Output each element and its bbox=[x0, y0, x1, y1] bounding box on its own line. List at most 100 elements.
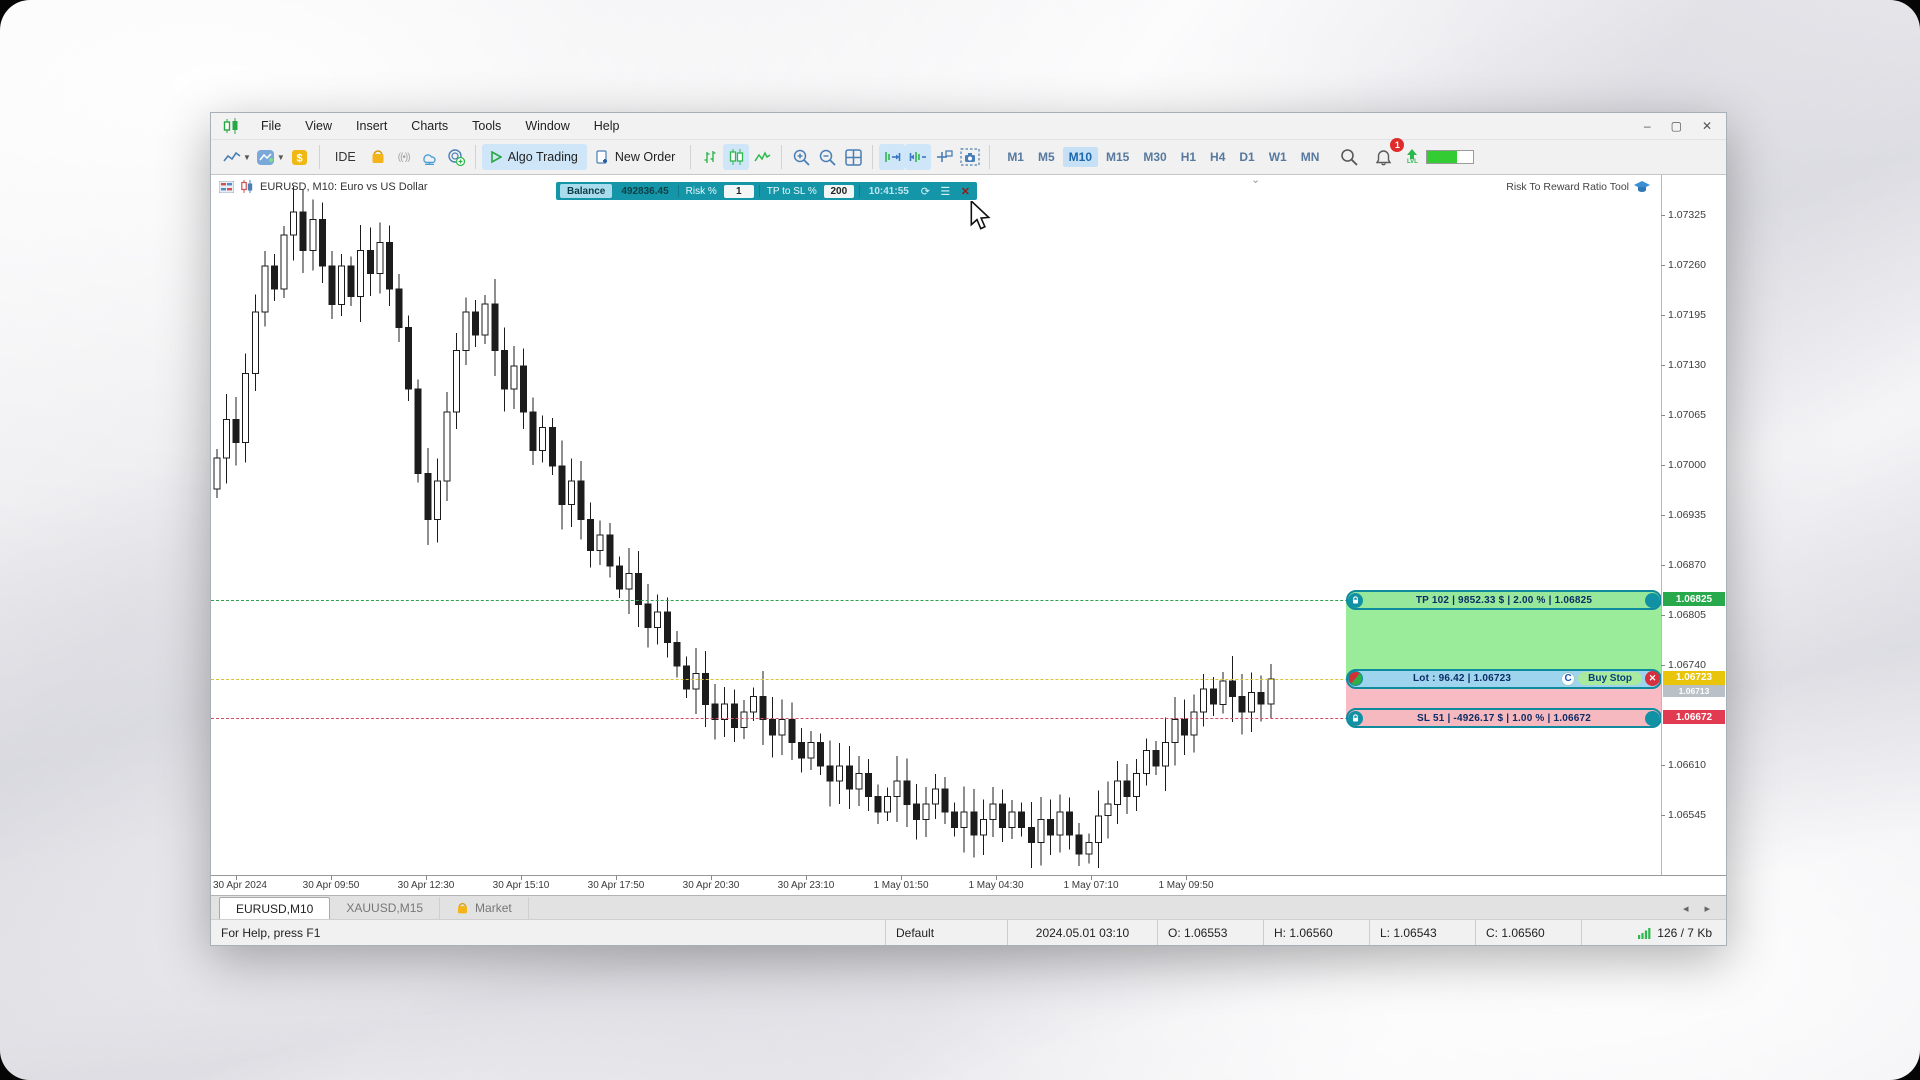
tp-label: TP 102 | 9852.33 $ | 2.00 % | 1.06825 bbox=[1415, 594, 1593, 606]
menu-item-tools[interactable]: Tools bbox=[472, 119, 502, 133]
tab-eurusd-m10[interactable]: EURUSD,M10 bbox=[219, 897, 331, 919]
timeframe-m10[interactable]: M10 bbox=[1062, 147, 1098, 167]
chart-type-icon[interactable] bbox=[219, 144, 245, 170]
candlestick-plot[interactable] bbox=[211, 175, 1663, 875]
line-mode-icon[interactable] bbox=[749, 144, 775, 170]
zoom-in-icon[interactable] bbox=[788, 144, 814, 170]
chevron-down-icon[interactable]: ▼ bbox=[276, 152, 285, 162]
tab-scroll-left-icon[interactable]: ◂ bbox=[1682, 903, 1689, 915]
status-profile[interactable]: Default bbox=[886, 920, 1008, 945]
menu-item-charts[interactable]: Charts bbox=[411, 119, 449, 133]
lock-icon[interactable] bbox=[1348, 710, 1363, 726]
price-tick: 1.07325 bbox=[1661, 209, 1726, 221]
collapse-chevron-icon[interactable]: ⌄ bbox=[1251, 175, 1261, 186]
auto-scroll-icon[interactable] bbox=[879, 144, 906, 170]
timeframe-h4[interactable]: H4 bbox=[1210, 150, 1226, 164]
tp-bar[interactable]: TP 102 | 9852.33 $ | 2.00 % | 1.06825 bbox=[1346, 590, 1662, 611]
minimize-button[interactable]: – bbox=[1643, 119, 1651, 133]
status-help: For Help, press F1 bbox=[211, 920, 886, 945]
time-tick bbox=[996, 876, 997, 880]
chart-body[interactable]: TP 102 | 9852.33 $ | 2.00 % | 1.06825 Lo… bbox=[211, 175, 1726, 875]
lot-bar[interactable]: Lot : 96.42 | 1.06723 C Buy Stop ✕ bbox=[1346, 668, 1662, 689]
tab-scroll-right-icon[interactable]: ▸ bbox=[1704, 903, 1710, 915]
chevron-down-icon[interactable]: ▼ bbox=[243, 152, 251, 162]
lot-label: Lot : 96.42 | 1.06723 bbox=[1412, 673, 1512, 685]
time-label: 30 Apr 12:30 bbox=[397, 880, 455, 891]
menu-hamburger-icon[interactable]: ☰ bbox=[940, 185, 951, 198]
time-label: 1 May 04:30 bbox=[968, 880, 1024, 891]
candles-mode-icon[interactable] bbox=[723, 144, 750, 170]
timeframe-group: M1 M5 M10 M15 M30 H1 H4 D1 W1 MN bbox=[1000, 147, 1326, 167]
menu-item-view[interactable]: View bbox=[305, 119, 333, 133]
timeframe-mn[interactable]: MN bbox=[1300, 150, 1320, 164]
level-icon[interactable]: LVL bbox=[1406, 149, 1418, 165]
sl-drag-handle[interactable] bbox=[1645, 710, 1660, 726]
indicator-list-icon[interactable] bbox=[253, 144, 279, 170]
maximize-button[interactable]: ▢ bbox=[1670, 119, 1682, 133]
refresh-icon[interactable]: ⟳ bbox=[920, 185, 930, 198]
timeframe-m1[interactable]: M1 bbox=[1007, 150, 1024, 164]
balance-button[interactable]: Balance bbox=[560, 184, 613, 198]
price-axis[interactable]: 1.06825 1.06723 1.06713 1.06672 1.07325 1… bbox=[1661, 175, 1726, 875]
time-axis[interactable]: 30 Apr 2024 30 Apr 09:50 30 Apr 12:30 30 Ap… bbox=[211, 875, 1726, 895]
algo-trading-button[interactable]: Algo Trading bbox=[481, 144, 587, 170]
search-icon[interactable] bbox=[1336, 144, 1362, 170]
symbol-candle-icon[interactable] bbox=[240, 180, 254, 193]
notifications-bell-icon[interactable]: 1 bbox=[1370, 138, 1405, 170]
tab-xauusd-m15[interactable]: XAUUSD,M15 bbox=[330, 897, 441, 919]
ide-label: IDE bbox=[334, 150, 356, 164]
signal-icon[interactable]: ((•)) bbox=[397, 151, 411, 163]
copy-trading-icon[interactable] bbox=[443, 144, 469, 170]
depth-of-market-icon[interactable] bbox=[219, 180, 234, 193]
balance-value: 492836.45 bbox=[621, 185, 669, 197]
signal-bars-icon bbox=[1638, 927, 1651, 939]
price-tick: 1.06610 bbox=[1661, 759, 1726, 771]
tp-to-sl-input[interactable] bbox=[823, 184, 854, 198]
timeframe-d1[interactable]: D1 bbox=[1239, 150, 1255, 164]
market-bag-icon[interactable] bbox=[365, 144, 391, 170]
zoom-out-icon[interactable] bbox=[814, 144, 840, 170]
sl-bar[interactable]: SL 51 | -4926.17 $ | 1.00 % | 1.06672 bbox=[1346, 708, 1662, 729]
risk-input[interactable] bbox=[723, 184, 754, 198]
reverse-order-icon[interactable] bbox=[1348, 671, 1363, 687]
deposit-icon[interactable]: $ bbox=[287, 144, 313, 170]
close-tool-icon[interactable]: ✕ bbox=[1645, 671, 1660, 687]
entry-dashed-line[interactable] bbox=[211, 678, 1663, 680]
menu-item-window[interactable]: Window bbox=[525, 119, 570, 133]
order-type-chip[interactable]: Buy Stop bbox=[1578, 672, 1642, 686]
tile-windows-icon[interactable] bbox=[840, 144, 866, 170]
tp-dashed-line[interactable] bbox=[211, 600, 1663, 602]
menu-item-insert[interactable]: Insert bbox=[356, 119, 388, 133]
tab-label: Market bbox=[475, 901, 512, 915]
timeframe-w1[interactable]: W1 bbox=[1268, 150, 1287, 164]
ide-button[interactable]: IDE bbox=[326, 144, 365, 170]
cloud-icon[interactable] bbox=[417, 144, 443, 170]
add-object-icon[interactable] bbox=[931, 144, 957, 170]
menu-item-file[interactable]: File bbox=[261, 119, 282, 133]
tp-drag-handle[interactable] bbox=[1645, 592, 1660, 608]
timeframe-m5[interactable]: M5 bbox=[1037, 150, 1055, 164]
price-tick: 1.07130 bbox=[1661, 359, 1726, 371]
tab-market[interactable]: Market bbox=[440, 897, 529, 919]
toolbar: ▼ ▼ $ IDE ((•)) bbox=[211, 138, 1726, 175]
algo-trading-label: Algo Trading bbox=[507, 150, 578, 164]
sl-dashed-line[interactable] bbox=[211, 718, 1663, 720]
chart-shift-icon[interactable] bbox=[905, 144, 932, 170]
lock-icon[interactable] bbox=[1348, 592, 1363, 608]
currency-convert-icon[interactable]: C bbox=[1561, 671, 1576, 686]
chart-area: TP 102 | 9852.33 $ | 2.00 % | 1.06825 Lo… bbox=[211, 175, 1726, 895]
risk-label: Risk % bbox=[685, 185, 717, 197]
panel-close-icon[interactable]: ✕ bbox=[960, 185, 970, 198]
window-controls: – ▢ ✕ bbox=[1644, 119, 1716, 133]
time-tick bbox=[711, 876, 712, 880]
bar-chart-mode-icon[interactable] bbox=[697, 144, 723, 170]
screenshot-icon[interactable] bbox=[957, 144, 983, 170]
close-button[interactable]: ✕ bbox=[1701, 119, 1712, 133]
server-time: 10:41:55 bbox=[868, 185, 909, 197]
timeframe-h1[interactable]: H1 bbox=[1180, 150, 1197, 164]
menu-item-help[interactable]: Help bbox=[593, 119, 620, 133]
new-order-button[interactable]: New Order bbox=[587, 144, 684, 170]
tab-label: EURUSD,M10 bbox=[236, 901, 314, 916]
timeframe-m15[interactable]: M15 bbox=[1106, 150, 1130, 164]
timeframe-m30[interactable]: M30 bbox=[1143, 150, 1167, 164]
